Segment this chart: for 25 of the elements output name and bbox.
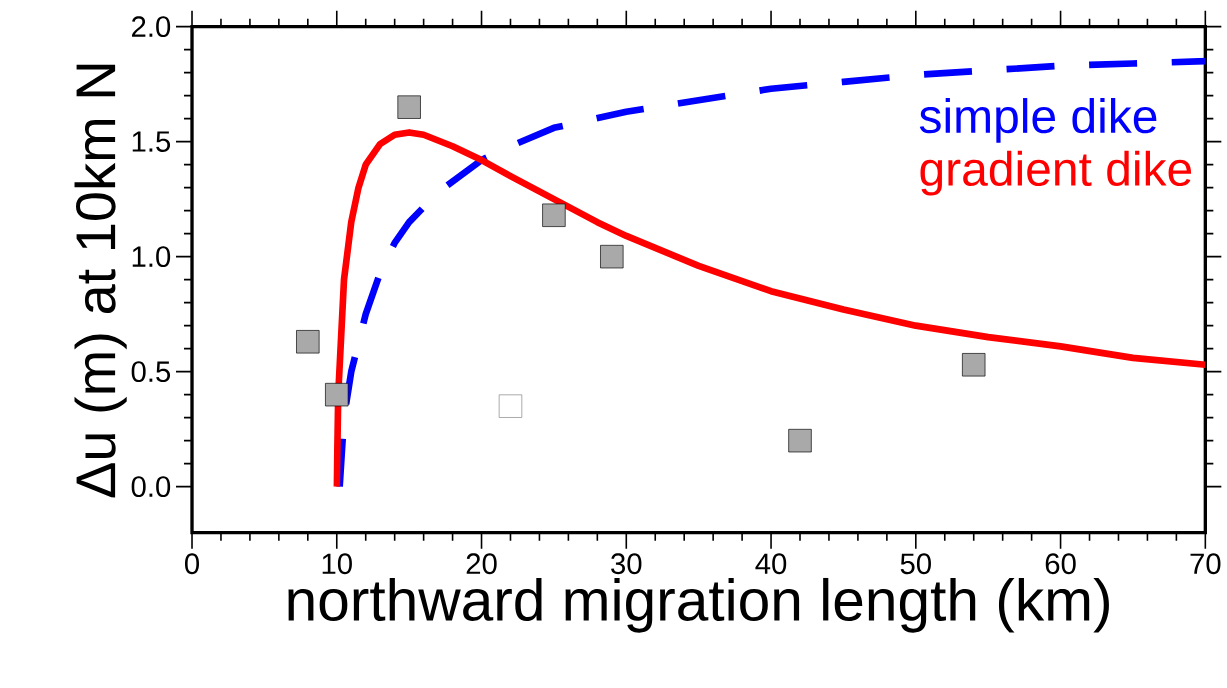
x-tick-label: 20	[466, 553, 497, 575]
y-tick-label: 2.0	[132, 16, 171, 38]
y-tick-label: 1.5	[132, 131, 171, 152]
x-tick-label: 30	[611, 553, 642, 575]
text: gradient dike	[920, 150, 1192, 196]
x-tick-label: 50	[900, 553, 931, 575]
x-tick-label: 10	[322, 553, 352, 575]
x-tick-label: 70	[1190, 553, 1221, 575]
point	[397, 95, 421, 119]
y-tick-label: 0.0	[131, 476, 171, 498]
x-axis-title: northward migration length (km)	[288, 577, 1109, 633]
series-label: simple dike	[919, 98, 1157, 143]
x-tick-label: 60	[1045, 553, 1076, 575]
point	[498, 394, 523, 418]
point	[296, 330, 320, 354]
y-axis-title: Δu (m) at 10km N	[74, 64, 127, 498]
point	[325, 382, 349, 407]
point	[542, 203, 566, 227]
y-tick-label: 1.0	[132, 246, 171, 268]
point	[788, 428, 812, 453]
x-tick-label: 40	[755, 553, 787, 575]
point	[962, 353, 986, 377]
x-tick-label: 0	[185, 553, 200, 575]
point	[600, 244, 624, 269]
y-tick-label: 0.5	[131, 361, 171, 383]
